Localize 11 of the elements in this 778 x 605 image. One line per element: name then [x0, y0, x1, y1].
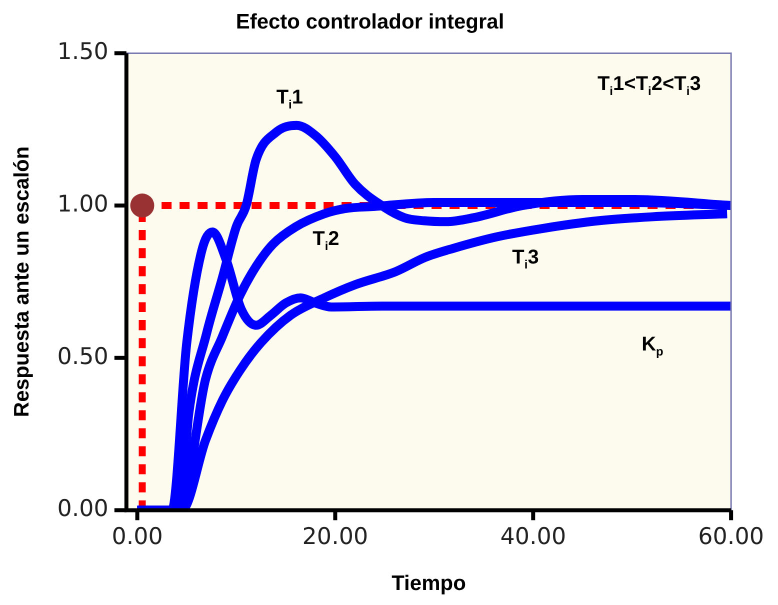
x-tick-label: 40.00 [500, 524, 566, 550]
y-axis-title: Respuesta ante un escalón [10, 146, 34, 418]
y-tick-label: 1.50 [57, 39, 108, 66]
y-tick-label: 0.50 [57, 344, 108, 370]
chart-title: Efecto controlador integral [236, 10, 504, 34]
x-tick-label: 0.00 [112, 524, 163, 550]
y-tick-label: 1.00 [57, 192, 108, 218]
x-tick-label: 20.00 [302, 524, 368, 550]
y-tick-label: 0.00 [57, 496, 108, 522]
x-axis-title: Tiempo [392, 572, 466, 596]
x-tick-label: 60.00 [698, 524, 764, 550]
